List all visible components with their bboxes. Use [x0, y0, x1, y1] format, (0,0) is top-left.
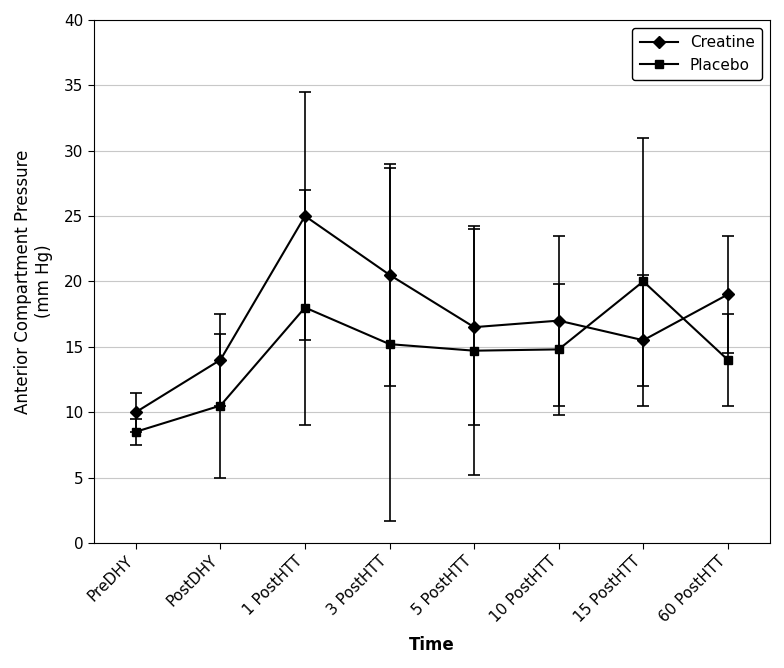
Placebo	[638, 277, 648, 285]
Line: Creatine: Creatine	[132, 212, 732, 416]
Creatine	[470, 323, 479, 331]
Creatine	[300, 212, 310, 220]
Creatine	[216, 356, 225, 364]
Creatine	[385, 271, 394, 279]
Creatine	[723, 291, 732, 299]
Placebo	[131, 428, 140, 436]
Y-axis label: Anterior Compartment Pressure
(mm Hg): Anterior Compartment Pressure (mm Hg)	[14, 149, 53, 413]
Line: Placebo: Placebo	[132, 277, 732, 436]
Placebo	[300, 303, 310, 311]
Placebo	[216, 401, 225, 409]
X-axis label: Time: Time	[409, 636, 455, 654]
Placebo	[554, 345, 564, 353]
Placebo	[470, 347, 479, 355]
Creatine	[554, 317, 564, 325]
Placebo	[385, 340, 394, 348]
Creatine	[638, 336, 648, 344]
Placebo	[723, 356, 732, 364]
Creatine	[131, 408, 140, 416]
Legend: Creatine, Placebo: Creatine, Placebo	[632, 27, 763, 80]
